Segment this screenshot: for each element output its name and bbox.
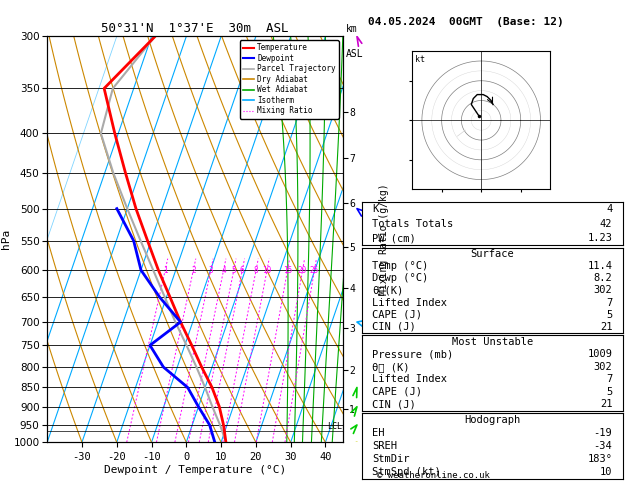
Text: 42: 42 xyxy=(600,219,612,228)
Text: 5: 5 xyxy=(231,265,236,275)
Text: 1: 1 xyxy=(163,265,167,275)
Text: 10: 10 xyxy=(600,467,612,477)
Text: 6: 6 xyxy=(240,265,245,275)
Title: 50°31'N  1°37'E  30m  ASL: 50°31'N 1°37'E 30m ASL xyxy=(101,22,289,35)
Text: 1.23: 1.23 xyxy=(587,233,612,243)
Text: -34: -34 xyxy=(594,441,612,451)
Text: 8: 8 xyxy=(253,265,259,275)
Text: Totals Totals: Totals Totals xyxy=(372,219,454,228)
Text: 15: 15 xyxy=(283,265,292,275)
Text: 5: 5 xyxy=(606,310,612,320)
X-axis label: Dewpoint / Temperature (°C): Dewpoint / Temperature (°C) xyxy=(104,465,286,475)
Text: StmSpd (kt): StmSpd (kt) xyxy=(372,467,441,477)
Text: 4: 4 xyxy=(221,265,226,275)
Text: 7: 7 xyxy=(606,374,612,384)
Y-axis label: hPa: hPa xyxy=(1,229,11,249)
Text: 7: 7 xyxy=(606,297,612,308)
Text: Mixing Ratio (g/kg): Mixing Ratio (g/kg) xyxy=(379,184,389,295)
Text: K: K xyxy=(372,204,379,214)
Text: km: km xyxy=(346,24,358,34)
Text: CIN (J): CIN (J) xyxy=(372,322,416,332)
Text: 20: 20 xyxy=(298,265,307,275)
Text: θᴇ (K): θᴇ (K) xyxy=(372,362,409,372)
Text: 1009: 1009 xyxy=(587,349,612,359)
Text: 5: 5 xyxy=(606,387,612,397)
Text: Lifted Index: Lifted Index xyxy=(372,297,447,308)
Text: 8.2: 8.2 xyxy=(594,273,612,283)
Text: -19: -19 xyxy=(594,428,612,438)
Text: 11.4: 11.4 xyxy=(587,261,612,271)
Text: 25: 25 xyxy=(310,265,319,275)
Text: 2: 2 xyxy=(191,265,196,275)
Text: PW (cm): PW (cm) xyxy=(372,233,416,243)
Text: 21: 21 xyxy=(600,322,612,332)
Text: Lifted Index: Lifted Index xyxy=(372,374,447,384)
Legend: Temperature, Dewpoint, Parcel Trajectory, Dry Adiabat, Wet Adiabat, Isotherm, Mi: Temperature, Dewpoint, Parcel Trajectory… xyxy=(240,40,339,119)
Text: Temp (°C): Temp (°C) xyxy=(372,261,428,271)
Text: 3: 3 xyxy=(208,265,213,275)
Text: 21: 21 xyxy=(600,399,612,409)
Text: kt: kt xyxy=(415,55,425,64)
Text: 302: 302 xyxy=(594,362,612,372)
Text: CIN (J): CIN (J) xyxy=(372,399,416,409)
Text: LCL: LCL xyxy=(326,421,342,431)
Text: Dewp (°C): Dewp (°C) xyxy=(372,273,428,283)
Text: CAPE (J): CAPE (J) xyxy=(372,310,422,320)
Text: 04.05.2024  00GMT  (Base: 12): 04.05.2024 00GMT (Base: 12) xyxy=(368,17,564,27)
Text: 302: 302 xyxy=(594,285,612,295)
Text: © weatheronline.co.uk: © weatheronline.co.uk xyxy=(377,471,490,480)
Text: Surface: Surface xyxy=(470,249,514,259)
Text: 4: 4 xyxy=(606,204,612,214)
Text: Hodograph: Hodograph xyxy=(464,415,520,425)
Text: 183°: 183° xyxy=(587,454,612,464)
Text: StmDir: StmDir xyxy=(372,454,409,464)
Text: SREH: SREH xyxy=(372,441,397,451)
Text: Pressure (mb): Pressure (mb) xyxy=(372,349,454,359)
Text: Most Unstable: Most Unstable xyxy=(452,337,533,347)
Text: ASL: ASL xyxy=(346,49,364,59)
Text: EH: EH xyxy=(372,428,384,438)
Text: CAPE (J): CAPE (J) xyxy=(372,387,422,397)
Text: 10: 10 xyxy=(262,265,272,275)
Text: θᴇ(K): θᴇ(K) xyxy=(372,285,403,295)
